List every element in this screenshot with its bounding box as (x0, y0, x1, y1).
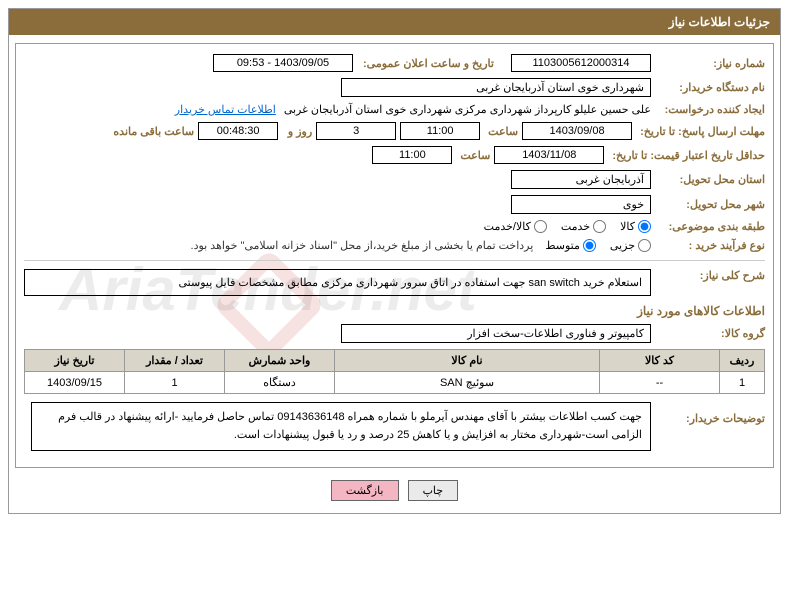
process-label: نوع فرآیند خرید : (655, 239, 765, 252)
radio-jozei[interactable]: جزیی (610, 239, 651, 252)
row-validity: حداقل تاریخ اعتبار قیمت: تا تاریخ: 1403/… (24, 146, 765, 164)
header-bar: جزئیات اطلاعات نیاز (9, 9, 780, 35)
time-label-2: ساعت (456, 149, 490, 162)
th-row: ردیف (720, 350, 765, 372)
announce-value: 1403/09/05 - 09:53 (213, 54, 353, 72)
requester-label: ایجاد کننده درخواست: (655, 103, 765, 116)
th-qty: تعداد / مقدار (125, 350, 225, 372)
radio-kala[interactable]: کالا (620, 220, 651, 233)
button-row: چاپ بازگشت (15, 480, 774, 501)
radio-jozei-input[interactable] (638, 239, 651, 252)
days-and-label: روز و (282, 125, 312, 138)
province-value: آذربایجان غربی (511, 170, 651, 189)
row-process: نوع فرآیند خرید : جزیی متوسط پرداخت تمام… (24, 239, 765, 252)
td-unit: دستگاه (225, 372, 335, 394)
group-label: گروه کالا: (655, 327, 765, 340)
desc-label: توضیحات خریدار: (655, 402, 765, 425)
row-requester: ایجاد کننده درخواست: علی حسین علیلو کارپ… (24, 103, 765, 116)
province-label: استان محل تحویل: (655, 173, 765, 186)
need-no-value: 1103005612000314 (511, 54, 651, 72)
time-label-1: ساعت (484, 125, 518, 138)
process-radio-group: جزیی متوسط (545, 239, 651, 252)
row-need-number: شماره نیاز: 1103005612000314 تاریخ و ساع… (24, 54, 765, 72)
radio-motavaset-input[interactable] (583, 239, 596, 252)
td-date: 1403/09/15 (25, 372, 125, 394)
radio-motavaset[interactable]: متوسط (545, 239, 596, 252)
form-body: AriaTender.net شماره نیاز: 1103005612000… (9, 35, 780, 513)
announce-label: تاریخ و ساعت اعلان عمومی: (357, 57, 507, 70)
radio-kala-input[interactable] (638, 220, 651, 233)
td-row: 1 (720, 372, 765, 394)
radio-kala-khedmat-input[interactable] (534, 220, 547, 233)
remain-label: ساعت باقی مانده (104, 125, 194, 138)
deadline-time: 11:00 (400, 122, 480, 140)
content-box: شماره نیاز: 1103005612000314 تاریخ و ساع… (15, 43, 774, 468)
validity-label: حداقل تاریخ اعتبار قیمت: تا تاریخ: (608, 149, 765, 162)
td-qty: 1 (125, 372, 225, 394)
validity-date: 1403/11/08 (494, 146, 604, 164)
category-label: طبقه بندی موضوعی: (655, 220, 765, 233)
need-no-label: شماره نیاز: (655, 57, 765, 70)
deadline-date: 1403/09/08 (522, 122, 632, 140)
th-code: کد کالا (600, 350, 720, 372)
print-button[interactable]: چاپ (408, 480, 459, 501)
time-remaining: 00:48:30 (198, 122, 278, 140)
requester-value: علی حسین علیلو کارپرداز شهرداری مرکزی شه… (284, 103, 651, 116)
radio-kala-khedmat[interactable]: کالا/خدمت (484, 220, 547, 233)
goods-table: ردیف کد کالا نام کالا واحد شمارش تعداد /… (24, 349, 765, 394)
row-summary: شرح کلی نیاز: استعلام خرید san switch جه… (24, 269, 765, 296)
radio-khedmat-input[interactable] (593, 220, 606, 233)
city-value: خوی (511, 195, 651, 214)
row-city: شهر محل تحویل: خوی (24, 195, 765, 214)
table-header-row: ردیف کد کالا نام کالا واحد شمارش تعداد /… (25, 350, 765, 372)
group-value: کامپیوتر و فناوری اطلاعات-سخت افزار (341, 324, 651, 343)
divider-1 (24, 260, 765, 261)
row-buyer-org: نام دستگاه خریدار: شهرداری خوی استان آذر… (24, 78, 765, 97)
row-province: استان محل تحویل: آذربایجان غربی (24, 170, 765, 189)
th-date: تاریخ نیاز (25, 350, 125, 372)
table-row: 1 -- سوئیچ SAN دستگاه 1 1403/09/15 (25, 372, 765, 394)
process-note: پرداخت تمام یا بخشی از مبلغ خرید،از محل … (191, 239, 534, 252)
td-name: سوئیچ SAN (335, 372, 600, 394)
buyer-org-value: شهرداری خوی استان آذربایجان غربی (341, 78, 651, 97)
page-title: جزئیات اطلاعات نیاز (669, 15, 770, 29)
buyer-contact-link[interactable]: اطلاعات تماس خریدار (175, 103, 276, 116)
city-label: شهر محل تحویل: (655, 198, 765, 211)
th-name: نام کالا (335, 350, 600, 372)
td-code: -- (600, 372, 720, 394)
row-category: طبقه بندی موضوعی: کالا خدمت کالا/خدمت (24, 220, 765, 233)
buyer-org-label: نام دستگاه خریدار: (655, 81, 765, 94)
row-description: توضیحات خریدار: جهت کسب اطلاعات بیشتر با… (24, 402, 765, 451)
back-button[interactable]: بازگشت (331, 480, 399, 501)
category-radio-group: کالا خدمت کالا/خدمت (484, 220, 651, 233)
validity-time: 11:00 (372, 146, 452, 164)
days-remaining: 3 (316, 122, 396, 140)
row-group: گروه کالا: کامپیوتر و فناوری اطلاعات-سخت… (24, 324, 765, 343)
summary-label: شرح کلی نیاز: (655, 269, 765, 282)
deadline-label: مهلت ارسال پاسخ: تا تاریخ: (636, 125, 765, 138)
summary-value: استعلام خرید san switch جهت استفاده در ا… (24, 269, 651, 296)
desc-value: جهت کسب اطلاعات بیشتر با آقای مهندس آیرم… (31, 402, 651, 451)
main-container: جزئیات اطلاعات نیاز AriaTender.net شماره… (8, 8, 781, 514)
radio-khedmat[interactable]: خدمت (561, 220, 606, 233)
goods-section-title: اطلاعات کالاهای مورد نیاز (24, 304, 765, 318)
th-unit: واحد شمارش (225, 350, 335, 372)
row-deadline: مهلت ارسال پاسخ: تا تاریخ: 1403/09/08 سا… (24, 122, 765, 140)
